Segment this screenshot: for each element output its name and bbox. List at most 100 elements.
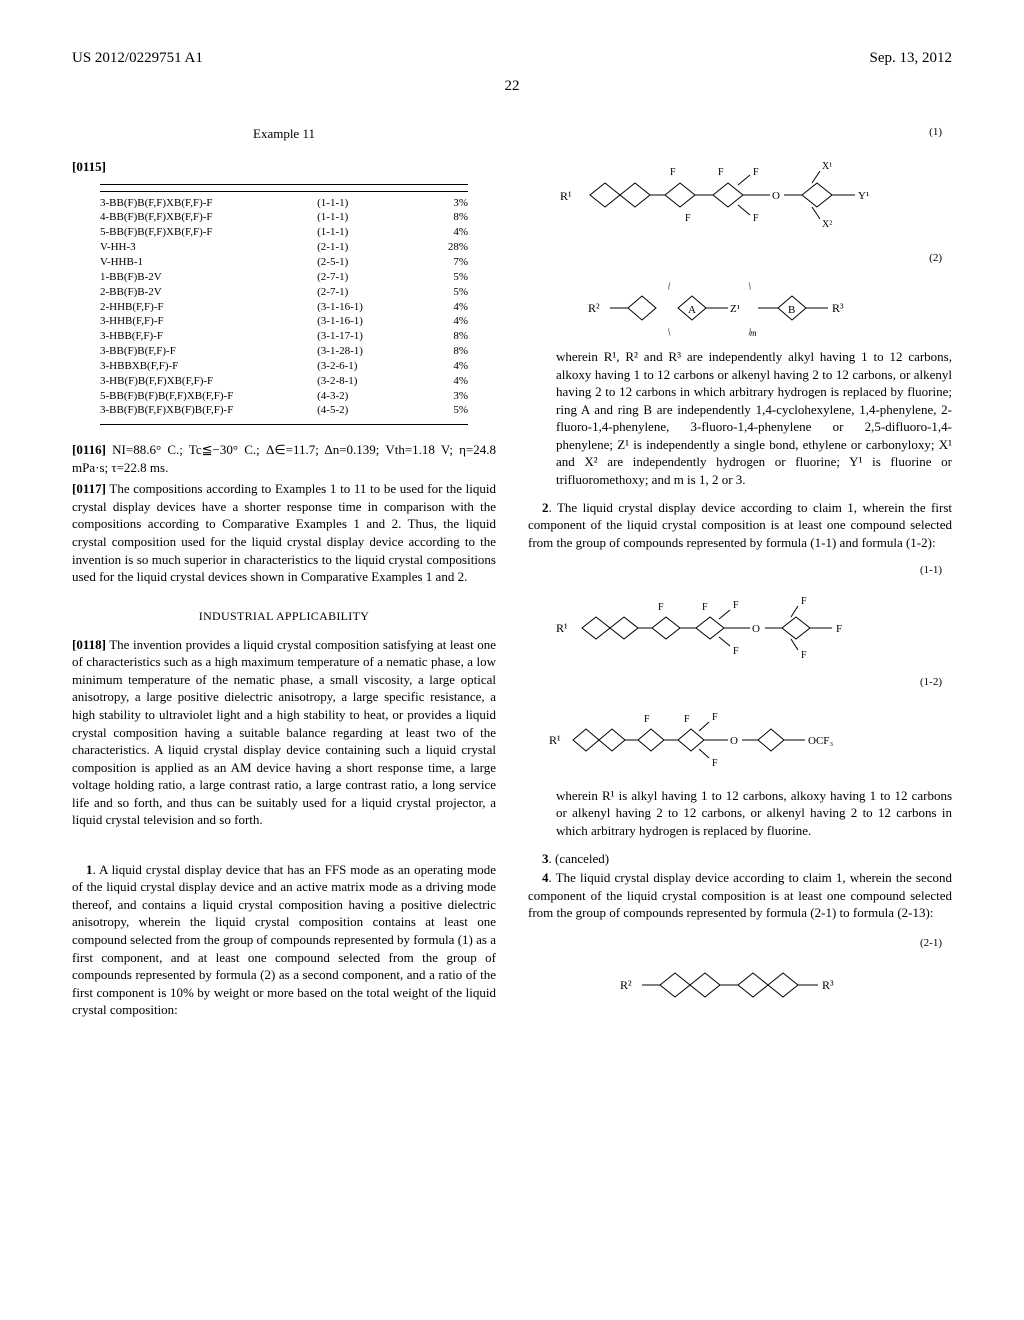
compound-name: V-HH-3 bbox=[100, 240, 306, 255]
svg-text:X¹: X¹ bbox=[822, 161, 832, 172]
compound-name: 2-BB(F)B-2V bbox=[100, 285, 306, 300]
paragraph-text: NI=88.6° C.; Tc≦−30° C.; Δ∈=11.7; Δn=0.1… bbox=[72, 442, 496, 475]
paragraph-0117: [0117] The compositions according to Exa… bbox=[72, 480, 496, 585]
table-row: 3-HHB(F,F)-F(3-1-16-1)4% bbox=[100, 314, 468, 329]
svg-text:O: O bbox=[772, 190, 780, 202]
compound-percent: 5% bbox=[416, 285, 468, 300]
svg-text:R²: R² bbox=[620, 978, 632, 992]
compound-percent: 4% bbox=[416, 225, 468, 240]
svg-text:F: F bbox=[733, 600, 739, 611]
formula-number: (1) bbox=[528, 125, 952, 140]
compound-ref: (3-1-17-1) bbox=[317, 329, 405, 344]
svg-text:F: F bbox=[684, 714, 690, 725]
chemical-structure-1: R¹ F F F F F O X¹ X² bbox=[550, 145, 930, 245]
compound-ref: (1-1-1) bbox=[317, 210, 405, 225]
svg-text:F: F bbox=[718, 167, 724, 178]
svg-text:Z¹: Z¹ bbox=[730, 303, 740, 315]
compound-percent: 4% bbox=[416, 374, 468, 389]
svg-text:R²: R² bbox=[588, 301, 600, 315]
svg-text:F: F bbox=[712, 758, 718, 769]
paragraph-number: [0115] bbox=[72, 159, 106, 174]
compound-name: 3-HBBXB(F,F)-F bbox=[100, 359, 306, 374]
table-row: 3-BB(F)B(F,F)XB(F,F)-F(1-1-1)3% bbox=[100, 196, 468, 211]
table-row: 5-BB(F)B(F)B(F,F)XB(F,F)-F(4-3-2)3% bbox=[100, 389, 468, 404]
claim-4: 4. The liquid crystal display device acc… bbox=[528, 869, 952, 922]
svg-text:F: F bbox=[801, 650, 807, 661]
compound-name: 2-HHB(F,F)-F bbox=[100, 300, 306, 315]
claim-3: 3. (canceled) bbox=[528, 850, 952, 868]
claim-text: . The liquid crystal display device acco… bbox=[528, 500, 952, 550]
compound-name: 1-BB(F)B-2V bbox=[100, 270, 306, 285]
svg-text:⎛: ⎛ bbox=[668, 282, 671, 290]
wherein-text-2: wherein R¹ is alkyl having 1 to 12 carbo… bbox=[556, 787, 952, 840]
compound-percent: 5% bbox=[416, 403, 468, 418]
paragraph-number: [0118] bbox=[72, 637, 106, 652]
left-column: Example 11 [0115] 3-BB(F)B(F,F)XB(F,F)-F… bbox=[72, 125, 496, 1021]
svg-text:F: F bbox=[685, 213, 691, 224]
compound-percent: 4% bbox=[416, 300, 468, 315]
svg-text:R¹: R¹ bbox=[549, 733, 561, 747]
svg-text:OCF₃: OCF₃ bbox=[808, 735, 833, 747]
table-row: 1-BB(F)B-2V (2-7-1) 5% bbox=[100, 270, 468, 285]
table-row: 3-BB(F)B(F,F)-F(3-1-28-1)8% bbox=[100, 344, 468, 359]
section-heading: INDUSTRIAL APPLICABILITY bbox=[72, 608, 496, 624]
svg-text:B: B bbox=[788, 304, 795, 316]
compound-percent: 4% bbox=[416, 359, 468, 374]
patent-number: US 2012/0229751 A1 bbox=[72, 48, 203, 68]
svg-text:F: F bbox=[702, 602, 708, 613]
compound-name: 5-BB(F)B(F,F)XB(F,F)-F bbox=[100, 225, 306, 240]
svg-text:m: m bbox=[750, 328, 757, 338]
svg-text:R³: R³ bbox=[822, 978, 834, 992]
chemical-structure-2: R² ⎛ ⎝ A Z¹ ⎞ ⎠ m B R³ bbox=[580, 272, 900, 342]
compound-percent: 8% bbox=[416, 344, 468, 359]
formula-number: (1-2) bbox=[528, 675, 952, 690]
compound-ref: (2-7-1) bbox=[317, 285, 405, 300]
svg-text:R¹: R¹ bbox=[556, 621, 568, 635]
svg-text:A: A bbox=[688, 304, 696, 316]
table-row: 2-HHB(F,F)-F(3-1-16-1)4% bbox=[100, 300, 468, 315]
compound-percent: 8% bbox=[416, 329, 468, 344]
paragraph-text: The invention provides a liquid crystal … bbox=[72, 637, 496, 827]
compound-ref: (4-3-2) bbox=[317, 389, 405, 404]
compound-percent: 5% bbox=[416, 270, 468, 285]
svg-text:F: F bbox=[670, 167, 676, 178]
compound-name: 3-BB(F)B(F,F)-F bbox=[100, 344, 306, 359]
paragraph-0116: [0116] NI=88.6° C.; Tc≦−30° C.; Δ∈=11.7;… bbox=[72, 441, 496, 476]
svg-text:O: O bbox=[752, 623, 760, 635]
compound-ref: (3-2-6-1) bbox=[317, 359, 405, 374]
compound-ref: (1-1-1) bbox=[317, 225, 405, 240]
compound-name: 3-HBB(F,F)-F bbox=[100, 329, 306, 344]
compound-name: 3-BB(F)B(F,F)XB(F)B(F,F)-F bbox=[100, 403, 306, 418]
compound-name: 3-BB(F)B(F,F)XB(F,F)-F bbox=[100, 196, 306, 211]
chemical-structure-1-2: R¹ F F F F O OCF₃ bbox=[545, 696, 935, 781]
compound-percent: 7% bbox=[416, 255, 468, 270]
formula-number: (2-1) bbox=[528, 936, 952, 951]
svg-text:F: F bbox=[753, 213, 759, 224]
table-row: 5-BB(F)B(F,F)XB(F,F)-F (1-1-1) 4% bbox=[100, 225, 468, 240]
compound-ref: (2-7-1) bbox=[317, 270, 405, 285]
compound-name: 5-BB(F)B(F)B(F,F)XB(F,F)-F bbox=[100, 389, 306, 404]
claim-2: 2. The liquid crystal display device acc… bbox=[528, 499, 952, 552]
paragraph-0118: [0118] The invention provides a liquid c… bbox=[72, 636, 496, 829]
svg-text:F: F bbox=[644, 714, 650, 725]
svg-text:F: F bbox=[658, 602, 664, 613]
compound-ref: (3-2-8-1) bbox=[317, 374, 405, 389]
table-row: 3-HBBXB(F,F)-F (3-2-6-1) 4% bbox=[100, 359, 468, 374]
compound-ref: (2-1-1) bbox=[317, 240, 405, 255]
compound-percent: 4% bbox=[416, 314, 468, 329]
svg-text:F: F bbox=[712, 712, 718, 723]
chemical-structure-1-1: R¹ F F F F O F F bbox=[550, 584, 930, 669]
svg-text:F: F bbox=[836, 623, 842, 635]
formula-number: (1-1) bbox=[528, 563, 952, 578]
svg-text:F: F bbox=[801, 596, 807, 607]
paragraph-number: [0116] bbox=[72, 442, 106, 457]
paragraph-number: [0117] bbox=[72, 481, 106, 496]
claim-text: . (canceled) bbox=[549, 851, 610, 866]
compound-ref: (2-5-1) bbox=[317, 255, 405, 270]
table-row: 2-BB(F)B-2V (2-7-1) 5% bbox=[100, 285, 468, 300]
compound-percent: 28% bbox=[416, 240, 468, 255]
formula-number: (2) bbox=[528, 251, 952, 266]
table-row: 3-HB(F)B(F,F)XB(F,F)-F (3-2-8-1) 4% bbox=[100, 374, 468, 389]
compound-name: 3-HHB(F,F)-F bbox=[100, 314, 306, 329]
compound-name: 3-HB(F)B(F,F)XB(F,F)-F bbox=[100, 374, 306, 389]
